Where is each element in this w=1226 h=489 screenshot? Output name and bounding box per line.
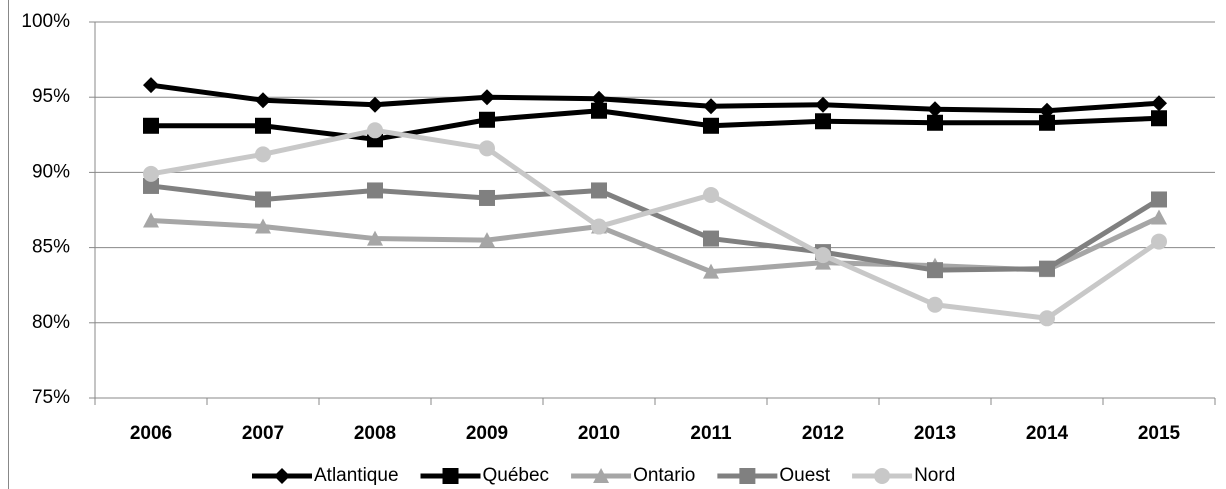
- series: [143, 177, 1167, 279]
- series: [143, 102, 1167, 148]
- x-tick-label: 2010: [578, 423, 620, 444]
- marker: [1039, 260, 1055, 277]
- marker: [703, 230, 719, 247]
- marker: [479, 140, 495, 157]
- marker: [703, 98, 719, 115]
- marker: [927, 114, 943, 131]
- x-tick-label: 2014: [1026, 423, 1069, 444]
- marker: [143, 212, 159, 228]
- marker: [255, 191, 271, 208]
- marker: [1151, 233, 1167, 250]
- marker: [479, 232, 495, 248]
- marker: [255, 218, 271, 234]
- marker: [703, 117, 719, 134]
- line: [150, 215, 1161, 275]
- marker: [1039, 114, 1055, 131]
- marker: [1039, 310, 1055, 327]
- marker: [367, 182, 383, 199]
- marker: [815, 96, 831, 113]
- marker: [367, 230, 383, 246]
- y-tick-label: 80%: [32, 312, 70, 333]
- marker: [927, 296, 943, 313]
- marker: [143, 165, 159, 182]
- line: [150, 127, 1161, 321]
- y-tick-label: 95%: [32, 86, 70, 107]
- legend-label: Ouest: [779, 465, 830, 486]
- marker: [815, 113, 831, 130]
- y-tick-label: 75%: [32, 387, 70, 408]
- x-tick-label: 2007: [242, 423, 284, 444]
- marker: [1151, 95, 1167, 112]
- line: [150, 183, 1161, 273]
- marker: [255, 117, 271, 134]
- y-tick-label: 90%: [32, 161, 70, 182]
- legend-marker: [442, 468, 459, 484]
- marker: [1151, 110, 1167, 127]
- marker: [703, 263, 719, 279]
- marker: [591, 218, 607, 235]
- legend-label: Québec: [483, 465, 550, 486]
- marker: [1151, 209, 1167, 225]
- legend-label: Nord: [914, 465, 955, 486]
- chart-border: [8, 0, 9, 489]
- y-tick-label: 85%: [32, 237, 70, 258]
- x-tick-label: 2015: [1138, 423, 1181, 444]
- marker: [143, 77, 159, 94]
- marker: [927, 101, 943, 118]
- marker: [367, 96, 383, 113]
- marker: [591, 102, 607, 119]
- y-tick-label: 100%: [21, 11, 70, 32]
- marker: [143, 117, 159, 134]
- legend-marker: [593, 468, 610, 483]
- marker: [479, 111, 495, 128]
- marker: [927, 262, 943, 279]
- x-tick-label: 2009: [466, 423, 508, 444]
- marker: [815, 247, 831, 264]
- marker: [255, 146, 271, 163]
- marker: [703, 186, 719, 203]
- legend-label: Atlantique: [314, 465, 399, 486]
- marker: [479, 89, 495, 106]
- marker: [591, 90, 607, 107]
- x-tick-label: 2013: [914, 423, 956, 444]
- legend-marker: [739, 468, 756, 484]
- x-tick-label: 2012: [802, 423, 844, 444]
- marker: [143, 177, 159, 194]
- line: [151, 108, 1160, 142]
- marker: [1039, 102, 1055, 119]
- legend-marker: [274, 468, 290, 484]
- legend-marker: [874, 468, 891, 484]
- series: [143, 122, 1167, 327]
- x-tick-label: 2011: [690, 423, 732, 444]
- marker: [1151, 191, 1167, 208]
- legend-label: Ontario: [633, 465, 695, 486]
- x-tick-label: 2006: [130, 423, 172, 444]
- line: [150, 82, 1160, 114]
- marker: [591, 182, 607, 199]
- marker: [479, 189, 495, 206]
- x-tick-label: 2008: [354, 423, 396, 444]
- series: [143, 77, 1167, 119]
- marker: [367, 122, 383, 139]
- marker: [255, 92, 271, 109]
